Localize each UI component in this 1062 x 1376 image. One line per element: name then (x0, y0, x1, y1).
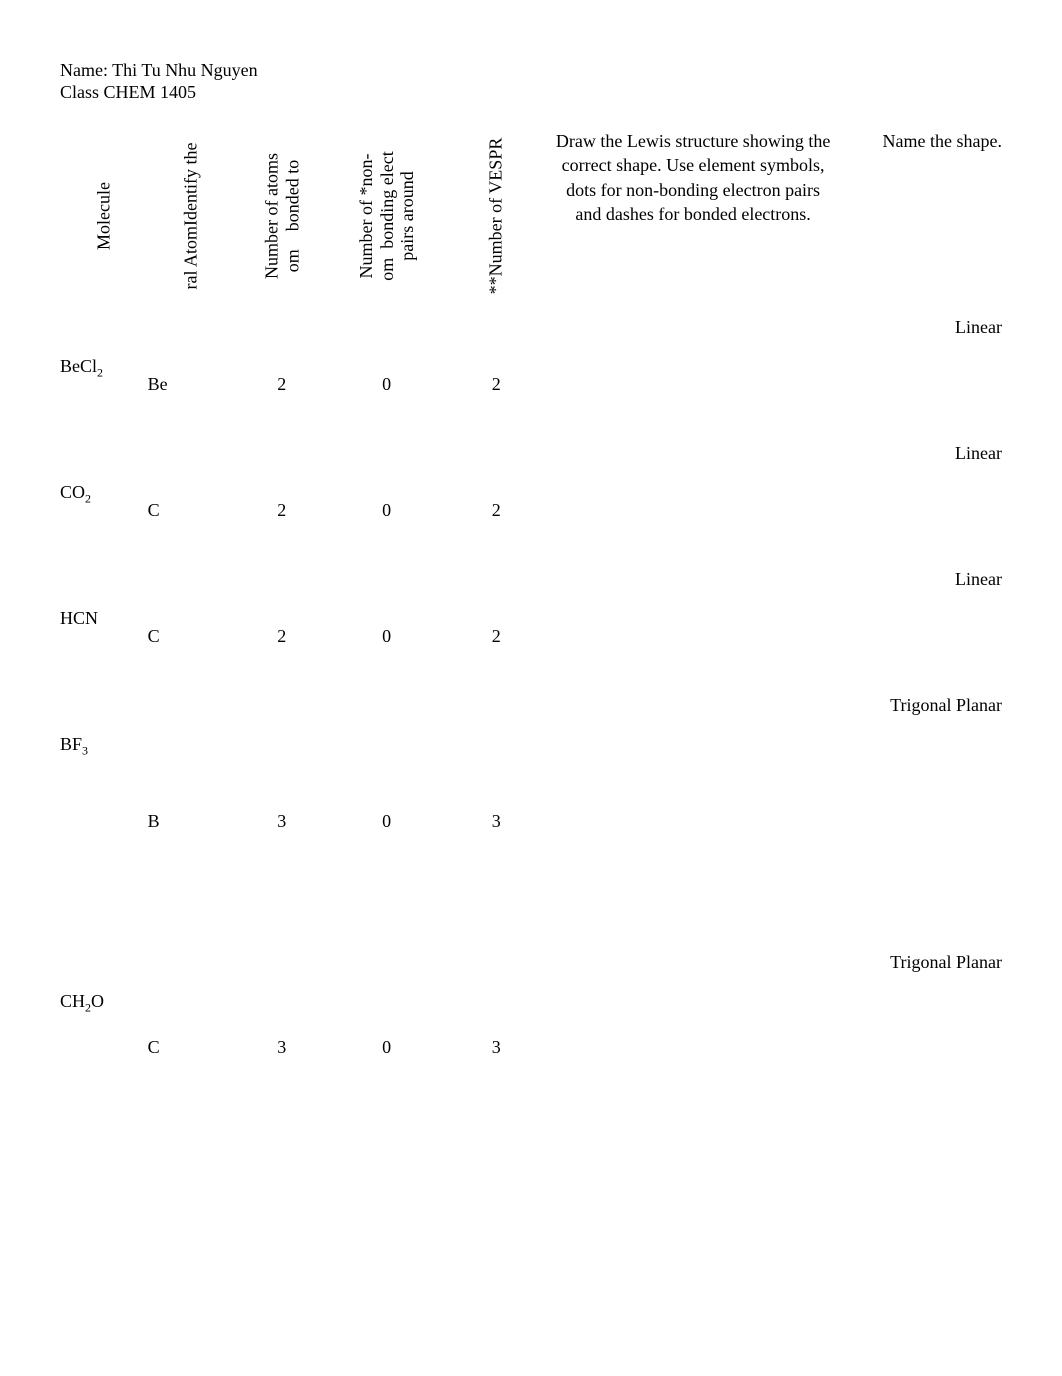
vespr-cell: 2 (444, 590, 549, 647)
central-atom-cell: C (148, 1015, 234, 1058)
molecule-table: Molecule ral AtomIdentify the Number of … (60, 121, 1002, 1058)
table-row: Linear (60, 521, 1002, 590)
molecule-table-wrap: Molecule ral AtomIdentify the Number of … (60, 121, 1002, 1058)
shape-value: Linear (837, 521, 1002, 590)
table-row: Trigonal Planar (60, 832, 1002, 973)
shape-value: Trigonal Planar (837, 832, 1002, 973)
col-header-vespr-text: **Number of VESPR (486, 138, 506, 295)
col-header-central-atom: ral AtomIdentify the (148, 121, 234, 311)
lewis-cell (549, 464, 838, 521)
atoms-bonded-cell: 2 (234, 338, 329, 395)
col-header-central-atom-l1: ral Atom (181, 226, 201, 290)
lewis-cell (549, 338, 838, 395)
vespr-cell: 3 (444, 759, 549, 832)
molecule-tail: O (91, 991, 104, 1011)
table-row: Linear (60, 395, 1002, 464)
col-header-lewis: Draw the Lewis structure showing the cor… (549, 121, 838, 311)
lewis-cell (549, 590, 838, 647)
molecule-base: BeCl (60, 356, 97, 376)
table-row: BF3 (60, 716, 1002, 759)
table-row: Linear (60, 311, 1002, 338)
col-header-nbp-l4: pairs around (397, 151, 418, 281)
page: Name: Thi Tu Nhu Nguyen Class CHEM 1405 … (0, 0, 1062, 1058)
molecule-cell: HCN (60, 590, 148, 647)
col-header-shape: Name the shape. (837, 121, 1002, 311)
atoms-bonded-cell: 2 (234, 464, 329, 521)
class-line: Class CHEM 1405 (60, 82, 1002, 104)
nonbonding-cell: 0 (329, 590, 443, 647)
col-header-nbp-l1: om (376, 258, 396, 281)
vespr-cell: 2 (444, 338, 549, 395)
lewis-cell (549, 1015, 838, 1058)
table-row: B 3 0 3 (60, 759, 1002, 832)
atoms-bonded-cell: 3 (234, 1015, 329, 1058)
table-row: BeCl2 Be 2 0 2 (60, 338, 1002, 395)
col-header-nbp-l2: Number of *non- (356, 151, 377, 281)
molecule-sub: 3 (82, 744, 88, 758)
molecule-sub: 2 (85, 492, 91, 506)
nonbonding-cell: 0 (329, 759, 443, 832)
table-row: CH2O (60, 973, 1002, 1016)
molecule-base: HCN (60, 608, 98, 628)
molecule-cell: CH2O (60, 973, 148, 1016)
col-header-central-atom-l2: Identify the (181, 143, 201, 226)
col-header-molecule: Molecule (60, 121, 148, 311)
vespr-cell: 3 (444, 1015, 549, 1058)
central-atom-cell: C (148, 464, 234, 521)
atoms-bonded-cell: 3 (234, 759, 329, 832)
central-atom-cell: B (148, 759, 234, 832)
molecule-base: CH (60, 991, 85, 1011)
central-atom-cell: C (148, 590, 234, 647)
col-header-nonbonding: Number of *non- om bonding elect pairs a… (329, 121, 443, 311)
col-header-vespr: **Number of VESPR (444, 121, 549, 311)
table-row: C 3 0 3 (60, 1015, 1002, 1058)
col-header-bonded-l2: Number of atoms (261, 153, 282, 279)
table-header-row: Molecule ral AtomIdentify the Number of … (60, 121, 1002, 311)
nonbonding-cell: 0 (329, 464, 443, 521)
lewis-cell (549, 759, 838, 832)
vespr-cell: 2 (444, 464, 549, 521)
molecule-cell: BF3 (60, 716, 148, 759)
col-header-molecule-text: Molecule (93, 182, 113, 250)
col-header-lewis-text: Draw the Lewis structure showing the cor… (549, 121, 838, 226)
molecule-sub: 2 (97, 366, 103, 380)
col-header-bonded-l3: bonded to (282, 160, 302, 232)
molecule-cell: CO2 (60, 464, 148, 521)
molecule-base: BF (60, 734, 82, 754)
molecule-cell: BeCl2 (60, 338, 148, 395)
table-row: CO2 C 2 0 2 (60, 464, 1002, 521)
central-atom-cell: Be (148, 338, 234, 395)
atoms-bonded-cell: 2 (234, 590, 329, 647)
table-row: HCN C 2 0 2 (60, 590, 1002, 647)
name-line: Name: Thi Tu Nhu Nguyen (60, 60, 1002, 82)
shape-value: Linear (837, 311, 1002, 338)
molecule-base: CO (60, 482, 85, 502)
col-header-shape-text: Name the shape. (837, 121, 1002, 153)
shape-value: Trigonal Planar (837, 647, 1002, 716)
col-header-atoms-bonded: Number of atoms om bonded to (234, 121, 329, 311)
shape-value: Linear (837, 395, 1002, 464)
col-header-bonded-l1: om (282, 249, 302, 272)
col-header-nbp-l3: bonding elect (376, 151, 396, 248)
nonbonding-cell: 0 (329, 1015, 443, 1058)
table-row: Trigonal Planar (60, 647, 1002, 716)
nonbonding-cell: 0 (329, 338, 443, 395)
